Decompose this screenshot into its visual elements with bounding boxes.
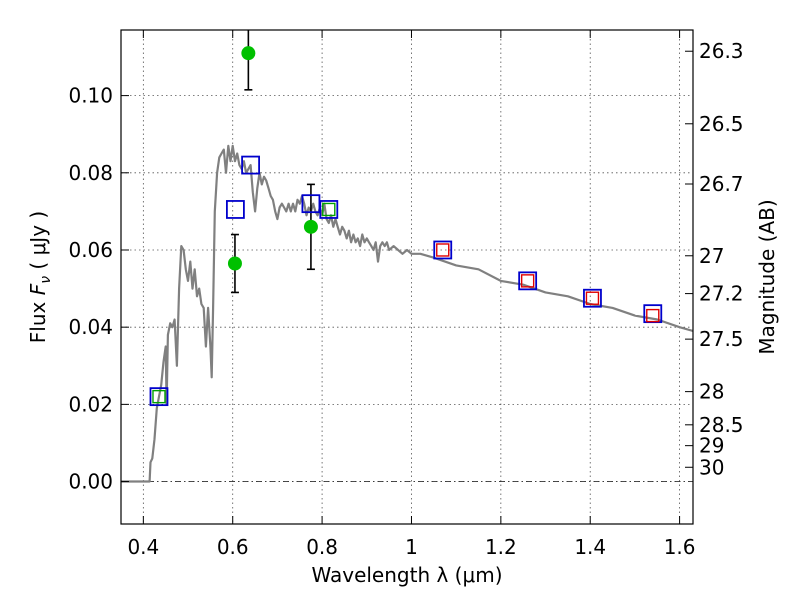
y-tick-label: 0.04 [68, 315, 113, 339]
right-tick-label: 27.5 [699, 327, 744, 351]
x-tick-label: 0.6 [217, 535, 249, 559]
x-tick-label: 0.4 [127, 535, 159, 559]
model-band-square [225, 200, 245, 219]
band-square-inner [585, 291, 600, 305]
band-square-inner [436, 243, 450, 257]
y-tick-label: 0.00 [68, 470, 113, 494]
band-square-inner [152, 389, 166, 404]
grid-lines [121, 30, 693, 524]
right-tick-label: 30 [699, 455, 724, 479]
y-tick-label: 0.10 [68, 84, 113, 108]
right-tick-label: 26.3 [699, 39, 744, 63]
band-square-inner [322, 202, 336, 217]
model-band-square [583, 288, 602, 308]
right-tick-label: 27.2 [699, 282, 744, 306]
observed-flux-point [241, 46, 256, 61]
y-axis-label: Flux Fν ( μJy ) [26, 211, 54, 343]
plot-frame [120, 29, 694, 525]
y-axis-ticks: 0.00 0.02 0.04 0.06 0.08 0.10 [68, 84, 129, 494]
model-band-square [241, 155, 260, 175]
x-tick-label: 1 [405, 535, 418, 559]
model-band-square [319, 200, 339, 219]
y-label-symbol: F [26, 283, 50, 295]
model-band-square [433, 240, 453, 260]
plot-clip-group [121, 30, 693, 483]
right-tick-label: 26.7 [699, 172, 744, 196]
right-axis-label: Magnitude (AB) [755, 199, 779, 354]
model-band-square [149, 387, 169, 407]
y-label-prefix: Flux [26, 295, 50, 343]
right-tick-label: 28 [699, 380, 724, 404]
y-tick-label: 0.06 [68, 238, 113, 262]
x-tick-label: 1.2 [485, 535, 517, 559]
x-axis-ticks: 0.4 0.6 0.8 1 1.2 1.4 1.6 [127, 30, 696, 559]
right-tick-label: 26.5 [699, 112, 744, 136]
observed-flux-point [303, 219, 318, 234]
y-label-unit: ( μJy ) [26, 211, 50, 276]
x-axis-label: Wavelength λ (μm) [311, 563, 502, 587]
data-series [121, 30, 693, 483]
band-square-inner [520, 274, 535, 288]
y-tick-label: 0.02 [68, 392, 113, 416]
y-tick-label: 0.08 [68, 161, 113, 185]
x-tick-label: 1.4 [574, 535, 606, 559]
observed-flux-point [227, 256, 242, 271]
model-spectrum-line [121, 144, 693, 483]
x-tick-label: 0.8 [306, 535, 338, 559]
band-square-inner [646, 308, 660, 323]
right-tick-label: 28.5 [699, 413, 744, 437]
y-label-subscript: ν [38, 276, 54, 284]
x-tick-label: 1.6 [664, 535, 696, 559]
model-band-square [518, 271, 538, 291]
right-tick-label: 29 [699, 434, 724, 458]
right-tick-label: 27 [699, 244, 724, 268]
